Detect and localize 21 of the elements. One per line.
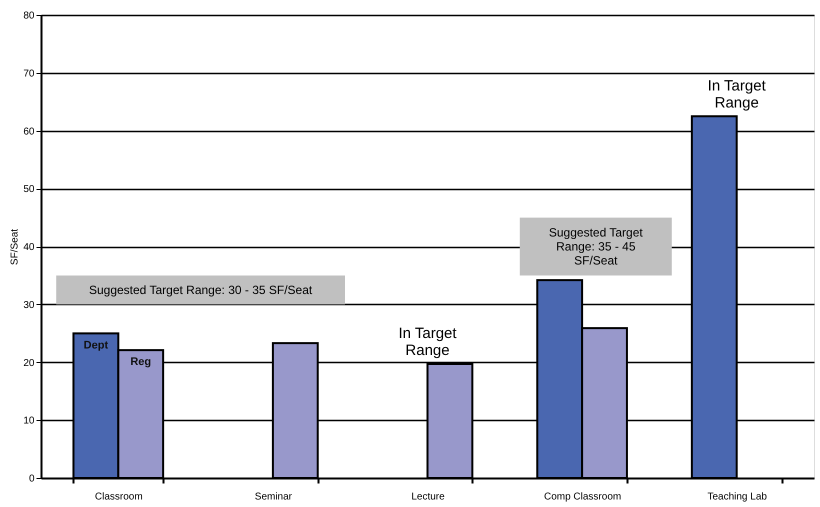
annotation: In Target Range — [708, 77, 767, 112]
x-tick-label: Teaching Lab — [707, 492, 768, 502]
y-tick-label: 40 — [23, 242, 35, 253]
y-tick-label: 60 — [23, 126, 35, 138]
x-tick-label: Seminar — [254, 492, 293, 502]
x-tick-label: Classroom — [94, 492, 143, 502]
y-tick-label: 70 — [23, 68, 35, 80]
annotation: In Target Range — [398, 324, 458, 359]
y-axis-title: SF/Seat — [9, 228, 20, 266]
band-label: Suggested Target Range: 35 - 45 SF/Seat — [548, 226, 644, 268]
x-tick-label: Comp Classroom — [544, 492, 622, 502]
y-tick-label: 10 — [23, 416, 35, 427]
x-tick-label: Lecture — [411, 492, 446, 502]
y-tick-label: 30 — [23, 300, 35, 311]
y-tick-label: 80 — [23, 10, 35, 22]
y-tick-label: 0 — [28, 474, 35, 484]
series-label: Dept — [84, 339, 108, 352]
band-label: Suggested Target Range: 30 - 35 SF/Seat — [88, 282, 313, 297]
y-tick-label: 50 — [23, 184, 35, 196]
series-label: Reg — [130, 356, 152, 368]
y-tick-label: 20 — [23, 358, 35, 369]
